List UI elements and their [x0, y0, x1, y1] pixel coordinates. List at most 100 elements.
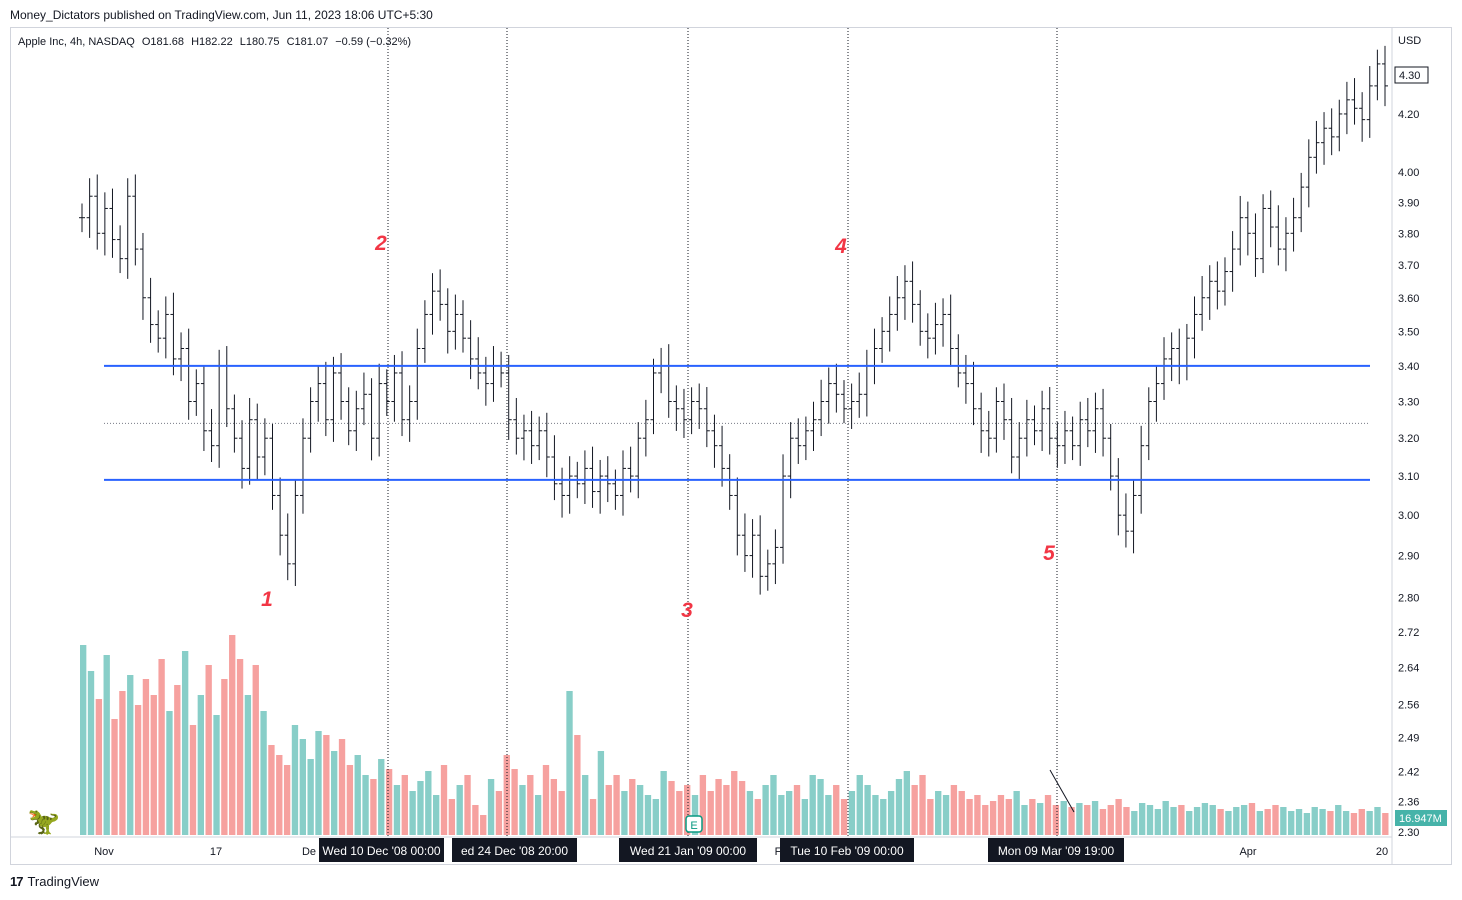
- volume-bar: [417, 781, 424, 835]
- volume-bar: [1256, 811, 1263, 835]
- price-tick-label: 3.70: [1398, 260, 1419, 272]
- price-tick-label: 3.30: [1398, 397, 1419, 409]
- ohlc-bar: [1214, 261, 1221, 310]
- ohlc-bar: [627, 446, 634, 493]
- price-tick-label: 4.00: [1398, 167, 1419, 179]
- ohlc-bar: [673, 385, 680, 431]
- volume-bar: [817, 779, 824, 835]
- ohlc-bar: [879, 317, 886, 363]
- ohlc-bar: [467, 320, 474, 380]
- ohlc-bar: [840, 380, 847, 424]
- volume-bar: [966, 799, 973, 835]
- volume-bar: [723, 785, 730, 835]
- symbol-name[interactable]: Apple Inc, 4h, NASDAQ: [18, 36, 135, 48]
- volume-bar: [582, 775, 589, 835]
- ohlc-bar: [1008, 397, 1015, 474]
- volume-bar: [370, 779, 377, 835]
- earnings-marker-box: [685, 815, 703, 833]
- last-price-text: 4.30: [1399, 70, 1420, 82]
- volume-bar: [166, 711, 173, 835]
- ohlc-bar: [101, 192, 108, 256]
- trend-stroke: [1049, 769, 1075, 813]
- volume-bar: [754, 799, 761, 835]
- time-axis: Nov 17 De F Apr 20 Wed 10 Dec '08 00:00 ed 24 D…: [10, 807, 1392, 862]
- ohlc-bar: [132, 174, 139, 266]
- volume-bar: [495, 791, 503, 835]
- volume-bar: [668, 781, 675, 835]
- ohlc-bar: [482, 356, 489, 406]
- ohlc-bar: [1313, 120, 1320, 174]
- ohlc-bar: [178, 332, 185, 382]
- ohlc-bar: [330, 356, 337, 442]
- volume-bar: [119, 691, 126, 835]
- volume-bar: [676, 791, 683, 835]
- ohlc-bar: [551, 435, 558, 501]
- price-tick-label: 2.56: [1398, 699, 1419, 711]
- volume-bar: [574, 735, 581, 835]
- price-tick-label: 2.49: [1398, 732, 1419, 744]
- volume-bar: [1060, 801, 1067, 835]
- ohlc-bar: [94, 174, 101, 250]
- volume-bar: [448, 799, 456, 835]
- chart-frame: [10, 27, 1452, 865]
- ohlc-bar: [505, 354, 512, 440]
- volume-bar: [1123, 807, 1130, 835]
- time-tick-label: F: [775, 846, 782, 858]
- ohlc-bar: [924, 313, 931, 359]
- ohlc-bar: [299, 418, 306, 514]
- ohlc-bar: [620, 450, 627, 516]
- ohlc-bar: [886, 296, 893, 352]
- time-marker-text: Wed 10 Dec '08 00:00: [322, 844, 440, 858]
- ohlc-bar: [1183, 323, 1190, 381]
- volume-bar: [174, 685, 181, 835]
- volume-bar: [856, 775, 863, 835]
- volume-bar: [1358, 809, 1365, 835]
- ohlc-bar: [1206, 265, 1213, 320]
- ohlc-bar: [1244, 201, 1251, 256]
- ohlc-bar: [711, 414, 718, 468]
- ohlc-bar: [170, 292, 177, 376]
- ohlc-bar: [848, 383, 855, 429]
- time-tick-label: De: [302, 846, 316, 858]
- volume-value-label: 16.947M: [1395, 810, 1447, 826]
- volume-bar: [1013, 791, 1020, 835]
- ohlc-close: C181.07: [286, 36, 329, 48]
- volume-bar: [95, 699, 103, 835]
- ohlc-bar: [1275, 205, 1282, 266]
- ohlc-bar: [513, 397, 520, 455]
- price-tick-label: 3.10: [1398, 471, 1419, 483]
- time-marker-text: Mon 09 Mar '09 19:00: [998, 844, 1115, 858]
- time-marker-label-3: Wed 21 Jan '09 00:00: [619, 838, 757, 862]
- ohlc-bar: [444, 288, 451, 354]
- ohlc-bar: [223, 346, 230, 428]
- volume-bar: [778, 795, 785, 835]
- ohlc-bar: [1221, 257, 1228, 306]
- volume-bar: [652, 799, 659, 835]
- ohlc-bar: [421, 300, 428, 363]
- volume-bar: [880, 799, 887, 835]
- ohlc-bar: [1115, 458, 1122, 536]
- ohlc-bar: [1084, 397, 1091, 448]
- ohlc-bar: [1161, 337, 1168, 400]
- ohlc-bar: [1031, 405, 1038, 446]
- ohlc-bar: [810, 401, 817, 451]
- ohlc-bar: [338, 353, 345, 420]
- ohlc-bar: [940, 298, 947, 347]
- volume-bar: [1146, 805, 1154, 835]
- volume-value-box: [1395, 810, 1447, 826]
- ohlc-bar: [894, 276, 901, 331]
- volume-series: [80, 635, 1389, 835]
- volume-bar: [715, 779, 722, 835]
- ohlc-bar: [353, 390, 360, 451]
- ohlc-bar: [1092, 392, 1099, 453]
- volume-bar: [746, 791, 754, 835]
- volume-bar: [927, 799, 934, 835]
- volume-bar: [691, 795, 699, 835]
- ohlc-bar: [1366, 66, 1373, 138]
- ohlc-bar: [703, 387, 710, 448]
- volume-bar: [1131, 811, 1138, 835]
- volume-bar: [244, 695, 252, 835]
- ohlc-bar: [1382, 45, 1388, 107]
- ohlc-bar: [581, 450, 588, 504]
